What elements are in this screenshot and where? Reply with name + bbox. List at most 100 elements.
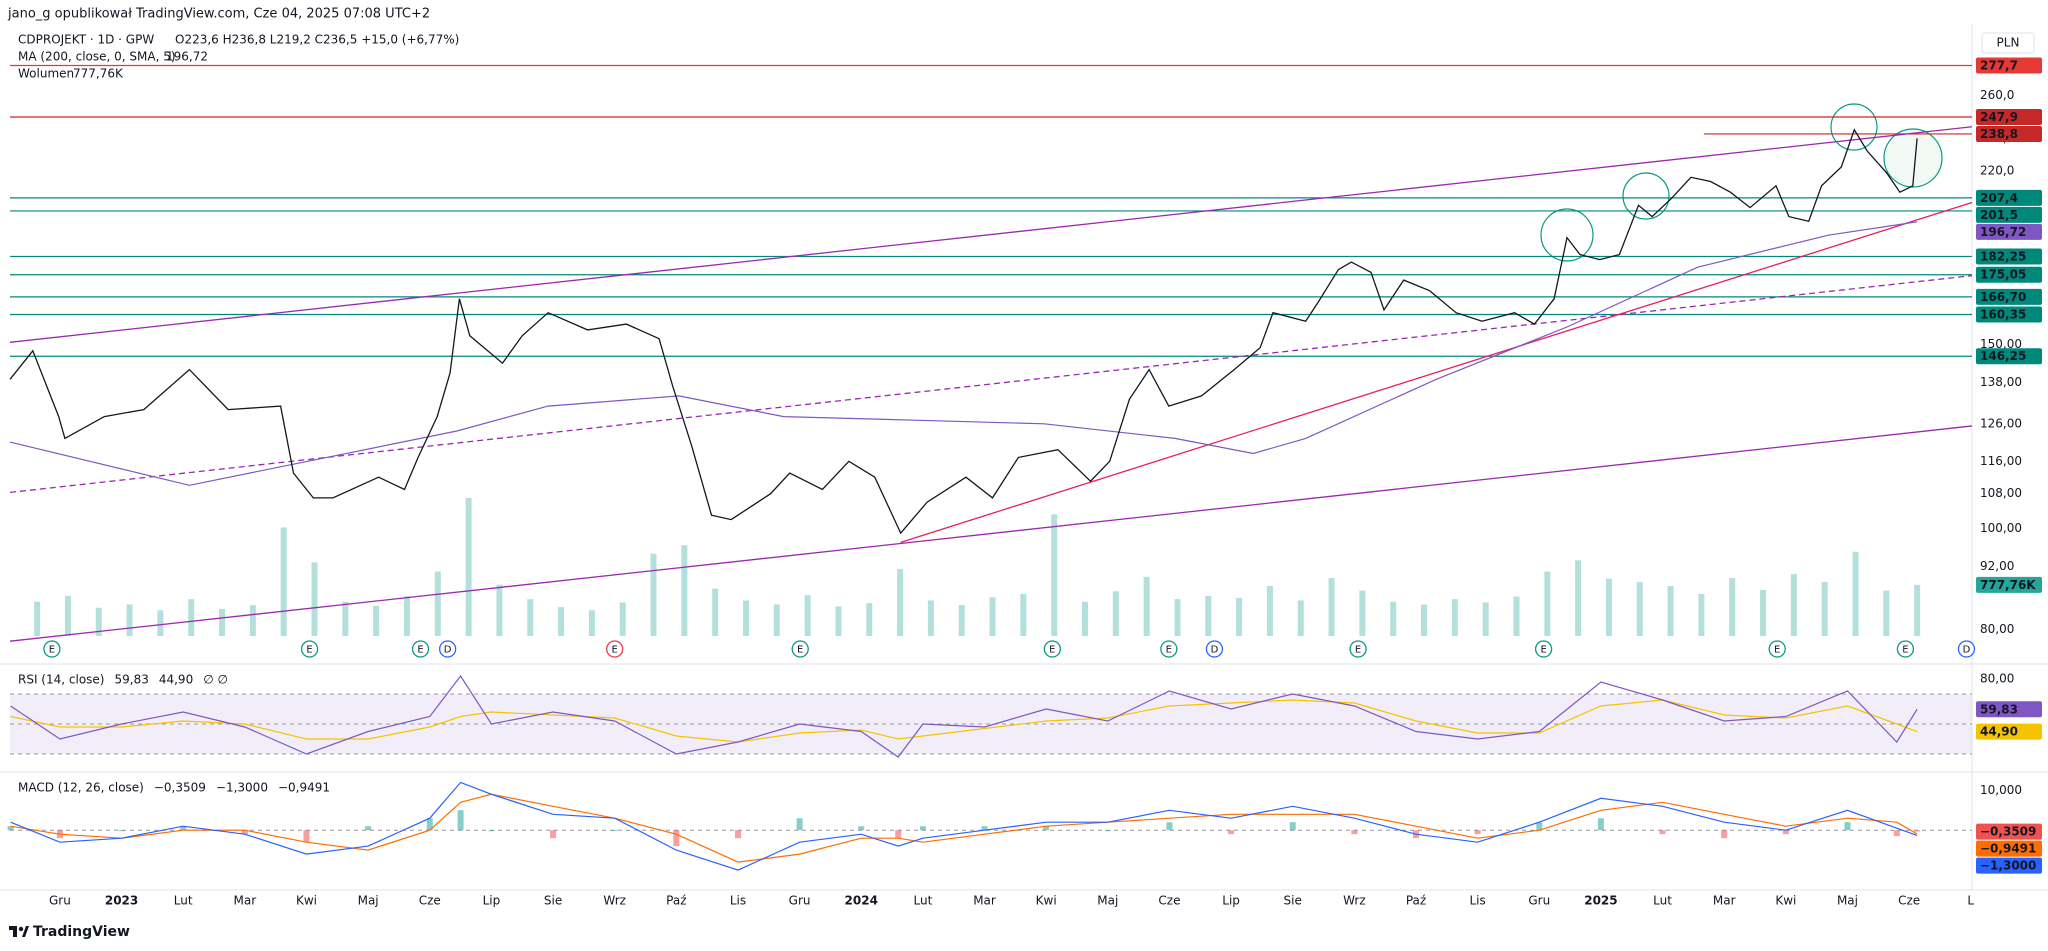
histogram-bar [919, 826, 926, 831]
level-label-box [1976, 206, 2042, 223]
histogram-bar [673, 830, 680, 847]
y-tick-label: 92,00 [1980, 559, 2014, 573]
volume-bar [1266, 586, 1273, 636]
histogram-bar [1782, 830, 1789, 835]
volume-bar [280, 527, 287, 636]
x-tick-label: L [1967, 894, 1974, 908]
histogram-bar [7, 826, 14, 831]
event-marker [438, 640, 457, 658]
indicator-line [10, 674, 1918, 758]
histogram-bar [426, 818, 433, 831]
series-label: 196,72 [1980, 225, 2026, 239]
volume-bar [958, 605, 965, 636]
x-tick-label: Kwi [1036, 894, 1057, 908]
volume-bar [1205, 595, 1212, 636]
histogram-bar [457, 810, 464, 831]
volume-legend-value: 777,76K [73, 67, 124, 81]
volume-bar [342, 601, 349, 636]
event-label: D [1211, 645, 1219, 656]
event-label: E [1774, 645, 1780, 656]
volume-bar [588, 610, 595, 636]
footer-brand: TradingView [33, 924, 130, 940]
volume-bar [126, 604, 133, 636]
y-tick-label: 80,00 [1980, 672, 2014, 686]
x-tick-label: Gru [789, 894, 811, 908]
x-tick-label: Mar [973, 894, 996, 908]
legend-extra: ∅ ∅ [203, 673, 228, 687]
volume-bar [1667, 586, 1674, 636]
highlight-circle [1883, 128, 1943, 188]
event-label: E [1166, 645, 1172, 656]
level-label-box [1976, 266, 2042, 283]
volume-bar [1760, 589, 1767, 636]
histogram-bar [981, 826, 988, 831]
series-label: 59,83 [1980, 702, 2018, 716]
event-marker [1896, 640, 1915, 658]
indicator-line [10, 793, 1918, 863]
histogram-bar [1351, 830, 1358, 835]
x-tick-label: Maj [358, 894, 379, 908]
event-label: E [306, 645, 312, 656]
level-label-box [1976, 248, 2042, 265]
event-marker [1534, 640, 1553, 658]
volume-bar [1698, 593, 1705, 636]
volume-bar [1421, 604, 1428, 636]
currency: PLN [1997, 36, 2020, 50]
volume-bar [527, 599, 534, 636]
histogram-bar [1914, 830, 1921, 832]
legend-ma-value: 196,72 [166, 50, 208, 64]
x-tick-label: Lut [1653, 894, 1672, 908]
x-tick-label: 2024 [845, 894, 878, 908]
event-marker [1160, 640, 1178, 658]
histogram-bar [1536, 822, 1543, 831]
volume-bar [1451, 599, 1458, 636]
volume-label-box [1976, 576, 2042, 593]
event-marker [43, 640, 61, 658]
x-tick-label: Mar [234, 894, 257, 908]
series-label-box [1976, 840, 2042, 857]
series-label: 44,90 [1980, 725, 2018, 739]
volume-bar [249, 605, 256, 636]
legend-title: RSI (14, close) [18, 673, 104, 687]
x-tick-label: Lip [483, 894, 501, 908]
y-tick-label: 260,0 [1980, 88, 2014, 102]
x-tick-label: Gru [49, 894, 71, 908]
trend-line [9, 425, 1973, 642]
histogram-bar [611, 830, 618, 832]
volume-bar [1790, 574, 1797, 636]
volume-bar [311, 562, 318, 636]
legend-ma-name: MA (200, close, 0, SMA, 5) [18, 50, 176, 64]
volume-bar [1297, 600, 1304, 636]
logo [9, 926, 29, 937]
histogram-bar [796, 818, 803, 831]
event-label: E [1355, 645, 1361, 656]
level-label: 160,35 [1980, 307, 2026, 321]
legend-value: −0,9491 [278, 781, 330, 795]
legend-value: 44,90 [159, 673, 193, 687]
event-marker [1205, 640, 1224, 658]
series-label-box [1976, 223, 2042, 240]
level-label: 247,9 [1980, 110, 2018, 124]
level-label: 207,4 [1980, 191, 2018, 205]
volume-bar [34, 601, 41, 636]
histogram-bar [1844, 822, 1851, 831]
event-marker [1768, 640, 1786, 658]
event-marker [606, 640, 624, 658]
histogram-bar [1474, 830, 1481, 835]
legend-value: 59,83 [114, 673, 148, 687]
volume-bar [1236, 597, 1243, 636]
histogram-bar [303, 830, 310, 843]
trend-line [9, 126, 1973, 343]
histogram-bar [1228, 830, 1235, 835]
volume-bar [989, 597, 996, 636]
histogram-label-box [1976, 823, 2042, 840]
volume-bar [1729, 578, 1736, 636]
x-tick-label: Paź [666, 894, 686, 908]
legend-value: −1,3000 [216, 781, 268, 795]
volume-bar [1020, 593, 1027, 636]
volume-legend-name: Wolumen [18, 67, 74, 81]
x-tick-label: Gru [1528, 894, 1550, 908]
x-tick-label: Kwi [296, 894, 317, 908]
event-label: E [1540, 645, 1546, 656]
